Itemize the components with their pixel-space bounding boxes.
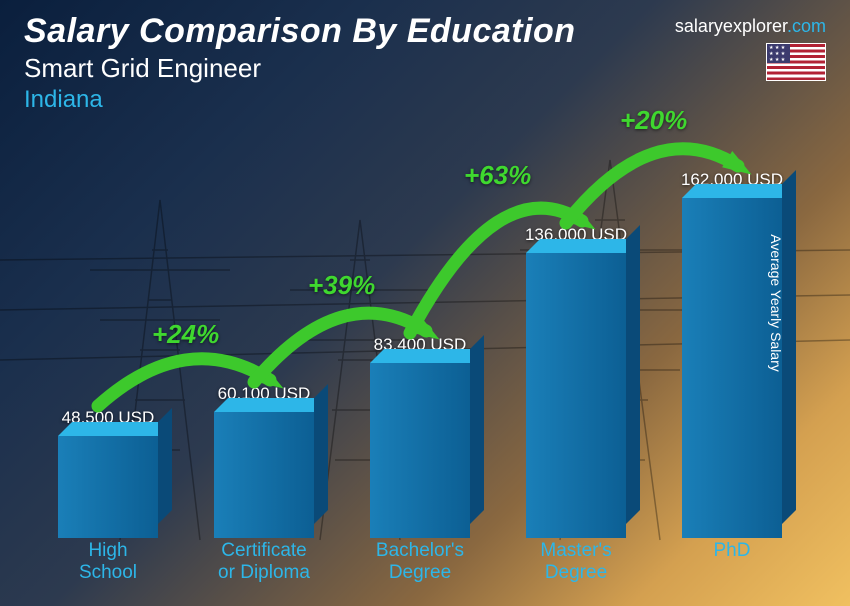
bar-side-face <box>782 170 796 524</box>
bar-top-face <box>214 398 328 412</box>
bar-side-face <box>626 225 640 524</box>
bar-top-face <box>58 422 172 436</box>
bar-front-face <box>370 363 470 538</box>
brand-tld: .com <box>787 16 826 36</box>
chart-area: 48,500 USD 60,100 USD 83,400 USD 136,000… <box>30 130 810 588</box>
category-label: Bachelor'sDegree <box>350 540 490 588</box>
bar-column: 60,100 USD <box>194 384 334 538</box>
bar-top-face <box>682 184 796 198</box>
chart-location: Indiana <box>24 86 576 114</box>
category-label: Master'sDegree <box>506 540 646 588</box>
bar-side-face <box>158 408 172 524</box>
bar-3d <box>526 253 626 538</box>
bar-front-face <box>526 253 626 538</box>
bar-column: 48,500 USD <box>38 408 178 538</box>
header: Salary Comparison By Education Smart Gri… <box>24 12 576 114</box>
bar-front-face <box>58 436 158 538</box>
bars-row: 48,500 USD 60,100 USD 83,400 USD 136,000… <box>30 178 810 538</box>
bar-column: 83,400 USD <box>350 335 490 538</box>
bar-3d <box>58 436 158 538</box>
bar-top-face <box>526 239 640 253</box>
bar-front-face <box>214 412 314 538</box>
chart-title: Salary Comparison By Education <box>24 12 576 51</box>
y-axis-label: Average Yearly Salary <box>767 234 783 372</box>
bar-3d <box>370 363 470 538</box>
bar-top-face <box>370 349 484 363</box>
bar-column: 136,000 USD <box>506 225 646 538</box>
category-label: PhD <box>662 540 802 588</box>
chart-subtitle: Smart Grid Engineer <box>24 53 576 84</box>
category-label: Certificateor Diploma <box>194 540 334 588</box>
bar-side-face <box>470 335 484 524</box>
brand-text: salaryexplorer.com <box>675 16 826 37</box>
category-label: HighSchool <box>38 540 178 588</box>
bar-3d <box>214 412 314 538</box>
flag-icon <box>766 43 826 81</box>
category-row: HighSchool Certificateor Diploma Bachelor'… <box>30 540 810 588</box>
brand-name: salaryexplorer <box>675 16 787 36</box>
bar-side-face <box>314 384 328 524</box>
brand-block: salaryexplorer.com <box>675 16 826 81</box>
